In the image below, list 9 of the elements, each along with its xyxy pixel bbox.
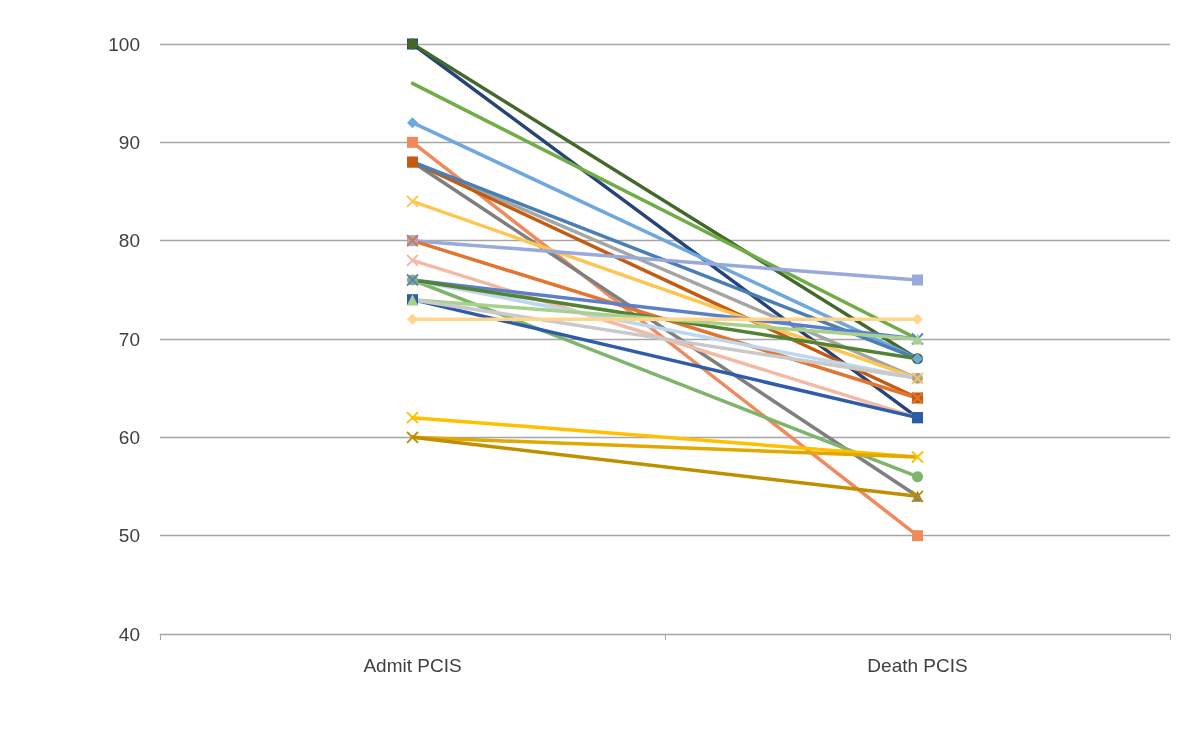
y-tick-label: 40 bbox=[118, 623, 140, 645]
x-tick-label: Death PCIS bbox=[867, 655, 968, 676]
y-tick-label: 60 bbox=[118, 426, 140, 448]
y-tick-label: 70 bbox=[118, 328, 140, 350]
y-tick-label: 90 bbox=[118, 131, 140, 153]
y-tick-label: 80 bbox=[118, 230, 140, 252]
y-tick-label: 50 bbox=[118, 525, 140, 547]
x-tick-label: Admit PCIS bbox=[363, 655, 462, 676]
y-tick-label: 100 bbox=[108, 33, 140, 55]
